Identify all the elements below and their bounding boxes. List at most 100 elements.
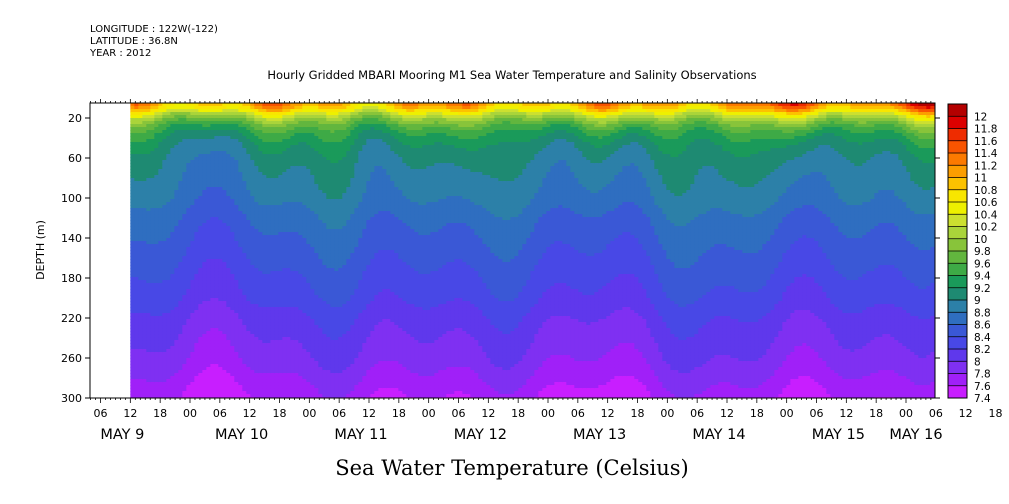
contour-cell [182, 151, 187, 155]
contour-cell [194, 271, 199, 275]
contour-cell [250, 325, 255, 329]
contour-cell [202, 232, 207, 236]
contour-cell [182, 322, 187, 326]
contour-cell [162, 292, 167, 296]
contour-cell [218, 313, 223, 317]
contour-cell [210, 154, 215, 158]
contour-cell [254, 286, 259, 290]
contour-cell [262, 346, 267, 350]
contour-cell [210, 337, 215, 341]
contour-cell [130, 358, 135, 362]
contour-cell [214, 163, 219, 167]
contour-cell [214, 286, 219, 290]
contour-cell [134, 181, 139, 185]
contour-cell [250, 352, 255, 356]
contour-cell [254, 196, 259, 200]
contour-cell [254, 151, 259, 155]
contour-cell [154, 145, 159, 149]
contour-cell [150, 121, 155, 125]
contour-cell [162, 226, 167, 230]
contour-cell [246, 274, 251, 278]
contour-cell [218, 214, 223, 218]
contour-cell [226, 385, 231, 389]
contour-cell [230, 379, 235, 383]
contour-cell [230, 208, 235, 212]
contour-cell [150, 361, 155, 365]
contour-cell [186, 379, 191, 383]
contour-cell [266, 112, 271, 116]
contour-cell [182, 295, 187, 299]
contour-cell [218, 352, 223, 356]
contour-cell [258, 244, 263, 248]
contour-cell [242, 160, 247, 164]
contour-cell [186, 166, 191, 170]
contour-cell [146, 112, 151, 116]
contour-cell [130, 262, 135, 266]
contour-cell [162, 280, 167, 284]
contour-cell [222, 235, 227, 239]
contour-cell [158, 169, 163, 173]
contour-cell [194, 229, 199, 233]
contour-cell [214, 334, 219, 338]
contour-cell [206, 358, 211, 362]
contour-cell [162, 385, 167, 389]
contour-cell [142, 349, 147, 353]
contour-cell [142, 370, 147, 374]
contour-cell [222, 319, 227, 323]
contour-cell [230, 136, 235, 140]
contour-cell [202, 208, 207, 212]
contour-cell [174, 298, 179, 302]
contour-cell [182, 268, 187, 272]
contour-cell [134, 289, 139, 293]
contour-cell [246, 184, 251, 188]
contour-cell [246, 370, 251, 374]
contour-cell [190, 349, 195, 353]
contour-cell [206, 223, 211, 227]
contour-cell [182, 205, 187, 209]
contour-cell [182, 394, 187, 398]
contour-cell [242, 304, 247, 308]
contour-cell [166, 124, 171, 128]
contour-cell [194, 295, 199, 299]
contour-cell [182, 388, 187, 392]
contour-cell [234, 268, 239, 272]
contour-cell [242, 364, 247, 368]
contour-cell [210, 283, 215, 287]
contour-cell [254, 280, 259, 284]
contour-cell [198, 136, 203, 140]
contour-cell [174, 319, 179, 323]
contour-cell [154, 253, 159, 257]
contour-cell [210, 256, 215, 260]
contour-cell [162, 112, 167, 116]
contour-cell [142, 199, 147, 203]
contour-cell [234, 169, 239, 173]
contour-cell [226, 217, 231, 221]
contour-cell [230, 241, 235, 245]
contour-cell [258, 259, 263, 263]
contour-cell [218, 133, 223, 137]
contour-cell [170, 223, 175, 227]
contour-cell [254, 157, 259, 161]
contour-cell [210, 304, 215, 308]
contour-cell [226, 220, 231, 224]
contour-cell [222, 301, 227, 305]
contour-cell [150, 391, 155, 395]
contour-cell [226, 256, 231, 260]
contour-cell [162, 109, 167, 113]
contour-cell [130, 316, 135, 320]
contour-cell [258, 133, 263, 137]
contour-cell [194, 322, 199, 326]
contour-cell [198, 250, 203, 254]
contour-cell [230, 376, 235, 380]
contour-cell [158, 352, 163, 356]
contour-cell [170, 193, 175, 197]
contour-cell [150, 214, 155, 218]
contour-cell [134, 103, 139, 107]
contour-cell [138, 364, 143, 368]
contour-cell [246, 154, 251, 158]
contour-cell [238, 364, 243, 368]
contour-cell [218, 235, 223, 239]
contour-cell [158, 166, 163, 170]
contour-cell [210, 175, 215, 179]
contour-cell [154, 199, 159, 203]
